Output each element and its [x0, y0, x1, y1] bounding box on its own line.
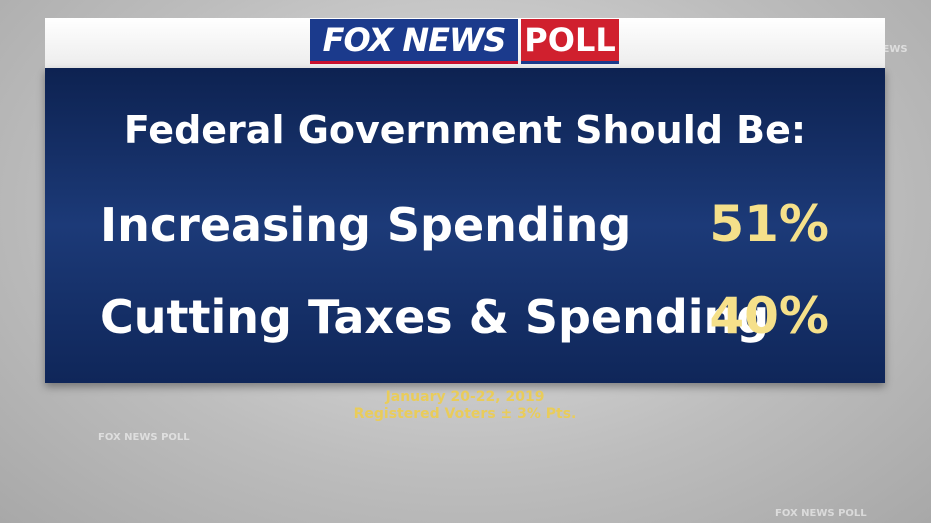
- title: Federal Government Should Be:: [123, 108, 807, 152]
- footer-line: Registered Voters ± 3% Pts.: [353, 406, 577, 422]
- panel: [45, 68, 885, 383]
- row-label: Cutting Taxes & Spending: [100, 290, 770, 344]
- watermark: FOX NEWS POLL: [98, 432, 190, 443]
- watermark: FOX NEWS POLL: [775, 508, 867, 519]
- footer-line: January 20-22, 2019: [385, 389, 545, 405]
- logo-tag: POLL: [521, 19, 619, 64]
- logo-brand: FOX NEWS: [310, 19, 518, 64]
- row-label: Increasing Spending: [100, 198, 632, 252]
- row-value: 40%: [709, 287, 829, 345]
- row-value: 51%: [709, 195, 829, 253]
